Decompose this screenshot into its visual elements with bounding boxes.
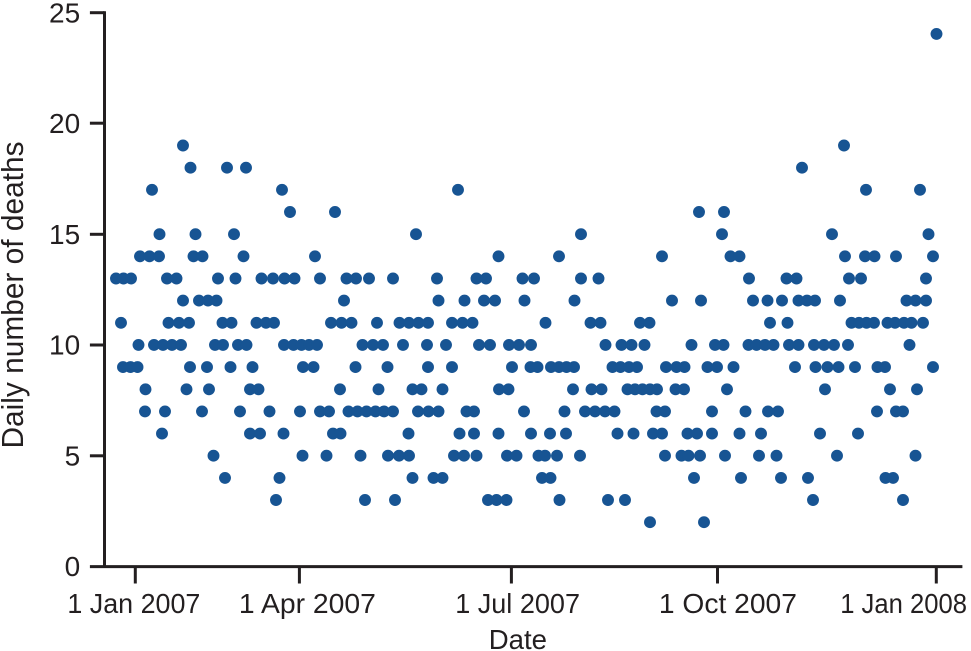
svg-text:0: 0 — [65, 551, 81, 582]
svg-text:5: 5 — [65, 440, 81, 471]
svg-text:1 Jul 2007: 1 Jul 2007 — [455, 588, 580, 619]
svg-text:Daily number of deaths: Daily number of deaths — [0, 142, 30, 449]
svg-text:20: 20 — [49, 108, 80, 139]
svg-text:25: 25 — [49, 0, 80, 28]
svg-text:1 Oct 2007: 1 Oct 2007 — [659, 588, 797, 619]
svg-text:10: 10 — [49, 330, 80, 361]
svg-text:Date: Date — [489, 624, 547, 651]
svg-text:1 Jan 2007: 1 Jan 2007 — [67, 588, 200, 619]
svg-text:15: 15 — [49, 219, 80, 250]
svg-text:1 Apr 2007: 1 Apr 2007 — [239, 588, 376, 619]
svg-text:1 Jan 2008: 1 Jan 2008 — [840, 588, 967, 619]
